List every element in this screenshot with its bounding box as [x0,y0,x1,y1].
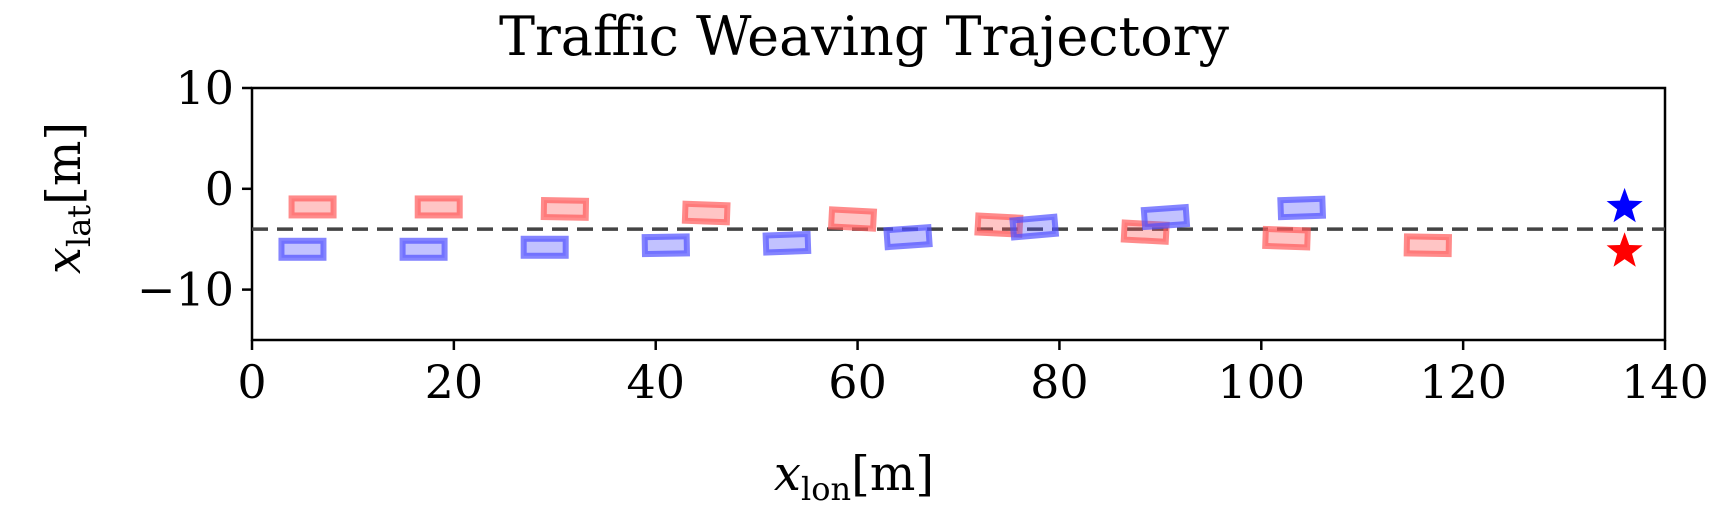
x-tick-label-80: 80 [1030,355,1089,409]
vehicle-box-series1-8 [1262,225,1311,251]
x-tick-label-60: 60 [828,355,887,409]
vehicle-box-series1-5 [827,206,878,232]
x-axis-label-unit: [m] [851,446,934,502]
x-tick-label-140: 140 [1621,355,1709,409]
x-axis-label-symbol: x [774,446,801,502]
data-marks [278,187,1643,267]
y-axis-label-symbol: x [36,247,92,274]
x-tick-label-40: 40 [626,355,685,409]
vehicle-box-series2-6 [883,224,933,251]
vehicle-box-series2-9 [1277,195,1327,221]
vehicle-box-series2-2 [399,237,448,261]
goal-star-series1 [1606,232,1643,267]
y-tick-label-2: −10 [137,263,234,317]
vehicle-box-series2-7 [1009,213,1060,241]
vehicle-box-series2-1 [278,237,327,261]
vehicle-box-series1-3 [540,197,590,221]
goal-star-series2 [1606,187,1643,223]
y-tick-label-1: 0 [205,162,234,216]
vehicle-box-series2-8 [1140,203,1191,231]
vehicle-box-series1-2 [414,195,463,219]
x-axis-label: xlon[m] [774,446,934,508]
y-axis-label-subscript: lat [60,205,98,247]
vehicle-box-series2-4 [641,233,691,258]
vehicle-box-series1-1 [288,195,337,219]
plot-frame [250,86,1667,342]
y-axis-label-unit: [m] [36,122,92,205]
y-axis-label: xlat[m] [36,122,98,274]
vehicle-box-series2-5 [762,230,812,256]
vehicle-box-series1-4 [681,200,731,226]
x-tick-label-100: 100 [1217,355,1305,409]
x-axis-label-subscript: lon [801,470,851,508]
x-tick-label-20: 20 [425,355,484,409]
x-tick-label-0: 0 [237,355,266,409]
plot-area [250,86,1667,342]
y-tick-label-0: 10 [175,61,234,115]
x-tick-label-120: 120 [1419,355,1507,409]
chart-title: Traffic Weaving Trajectory [499,5,1230,68]
vehicle-box-series2-3 [520,235,569,259]
vehicle-box-series1-9 [1403,233,1453,258]
